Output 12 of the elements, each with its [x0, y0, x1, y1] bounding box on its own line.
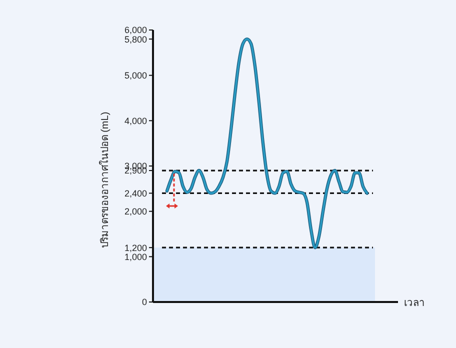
line-series	[165, 37, 369, 250]
y-tick-label: 2,000	[124, 206, 147, 217]
y-tick-label: 5,000	[124, 70, 147, 81]
x-axis-title: เวลา	[404, 298, 425, 309]
y-tick-label: 1,200	[124, 242, 147, 253]
y-tick-label: 1,000	[124, 252, 147, 262]
y-axis-title: ปริมาตรของอากาศในปอด (mL)	[99, 112, 111, 248]
y-tick-label: 5,800	[124, 34, 147, 44]
y-tick-label: 0	[142, 297, 147, 308]
y-tick-label: 6,000	[124, 25, 147, 36]
y-tick-label: 2,400	[124, 188, 147, 198]
y-tick-label: 4,000	[124, 116, 147, 126]
